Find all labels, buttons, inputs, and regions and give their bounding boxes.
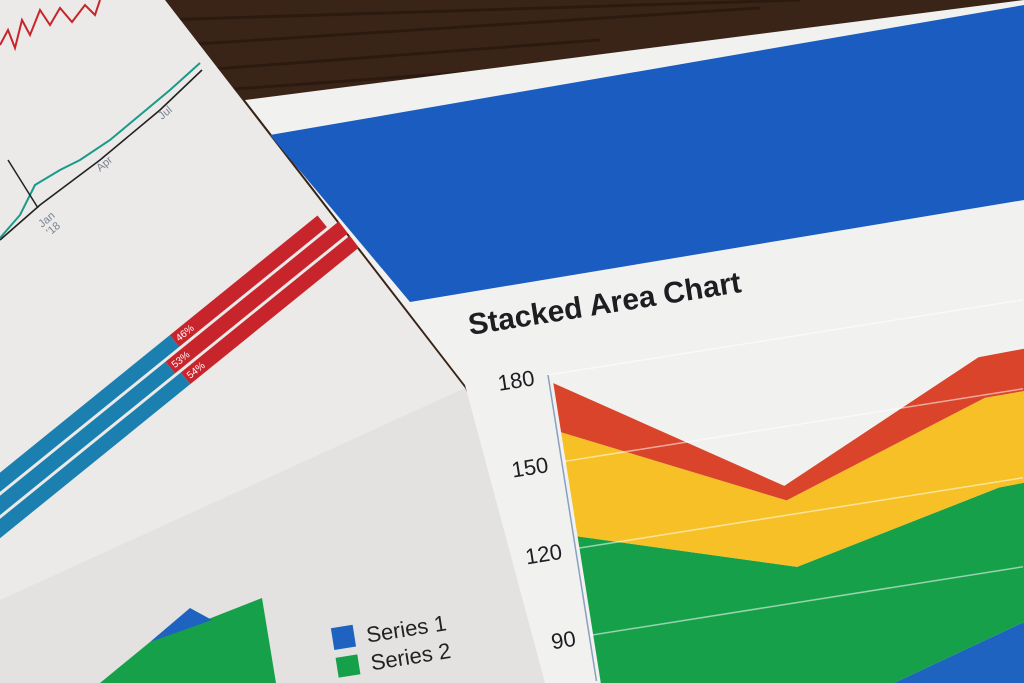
gridline — [561, 388, 1024, 463]
bar-red-segment — [169, 215, 327, 347]
stacked-area-chart: 180 150 120 90 — [496, 299, 1024, 683]
red-price-line — [0, 0, 101, 52]
y-tick-label: 150 — [510, 452, 550, 482]
vertical-marker-line — [7, 159, 39, 209]
bar-blue-segment — [0, 335, 180, 517]
gridline — [575, 477, 1024, 550]
area-series-1 — [894, 622, 1024, 683]
lower-sheet-area-fragment — [100, 598, 276, 683]
area-series-2 — [577, 482, 1024, 683]
left-bar-chart: 46% 53% 54% — [0, 215, 377, 545]
y-tick-label: 120 — [524, 539, 564, 569]
bar-red-segment — [180, 221, 377, 385]
teal-line — [0, 62, 201, 239]
area-series-3 — [561, 391, 1024, 567]
black-trend-line — [0, 69, 203, 241]
y-tick-label: 90 — [549, 626, 577, 655]
bar-blue-segment — [0, 372, 191, 545]
y-axis-line — [547, 374, 598, 682]
gridline — [547, 299, 1024, 376]
lower-sheet — [0, 388, 600, 683]
bar-blue-segment — [0, 361, 176, 531]
gridline — [589, 566, 1024, 637]
legend-swatch-series-1 — [330, 624, 357, 650]
bar-red-segment — [165, 216, 354, 374]
legend-swatch-series-2 — [335, 654, 361, 678]
blue-banner — [270, 5, 1024, 302]
area-series-4 — [553, 348, 1024, 501]
y-tick-label: 180 — [496, 365, 536, 395]
